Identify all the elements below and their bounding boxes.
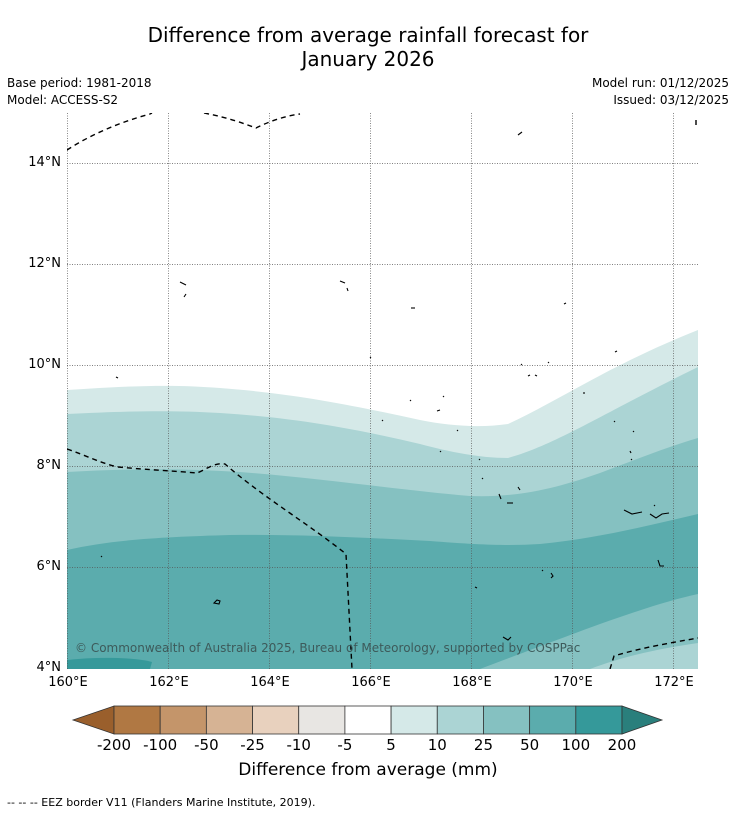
colorbar-segment — [529, 705, 577, 735]
lon-label-168e: 168°E — [452, 675, 492, 690]
colorbar-tick-label: 10 — [427, 736, 447, 754]
lon-label-160e: 160°E — [48, 675, 88, 690]
colorbar-segment — [575, 705, 623, 735]
map-title-line-2: January 2026 — [301, 47, 435, 71]
colorbar-tick-label: -200 — [96, 736, 132, 754]
colorbar-segment — [298, 705, 346, 735]
lon-label-166e: 166°E — [351, 675, 391, 690]
lat-label-10n: 10°N — [28, 357, 61, 372]
eez-legend: -- -- -- EEZ border V11 (Flanders Marine… — [7, 796, 316, 809]
lat-label-6n: 6°N — [36, 559, 62, 574]
colorbar-segment — [390, 705, 438, 735]
band-10-25-south — [590, 643, 698, 669]
lat-label-4n: 4°N — [36, 660, 62, 675]
colorbar-extend-high — [621, 705, 664, 735]
colorbar-tick-label: -50 — [194, 736, 219, 754]
issued-date: Issued: 03/12/2025 — [613, 93, 729, 107]
colorbar-segment — [483, 705, 531, 735]
colorbar-tick-label: 50 — [520, 736, 540, 754]
lat-label-12n: 12°N — [28, 256, 61, 271]
lat-label-14n: 14°N — [28, 155, 61, 170]
lon-label-164e: 164°E — [250, 675, 290, 690]
colorbar-tick-label: 5 — [386, 736, 396, 754]
colorbar-segment — [113, 705, 161, 735]
colorbar-tick-label: -10 — [286, 736, 311, 754]
colorbar-segment — [159, 705, 207, 735]
lon-label-170e: 170°E — [553, 675, 593, 690]
colorbar-extend-low — [71, 705, 115, 735]
colorbar-segment — [205, 705, 253, 735]
eez-borders — [67, 113, 698, 669]
band-100-200 — [67, 657, 152, 669]
colorbar-tick-label: 25 — [473, 736, 493, 754]
grid-lines — [67, 113, 698, 669]
map-title-line-1: Difference from average rainfall forecas… — [147, 23, 589, 47]
colorbar-tick-label: 200 — [607, 736, 637, 754]
lat-label-8n: 8°N — [36, 458, 62, 473]
lon-label-172e: 172°E — [654, 675, 694, 690]
colorbar — [71, 705, 664, 735]
colorbar-segment — [436, 705, 484, 735]
colorbar-title: Difference from average (mm) — [238, 760, 498, 780]
band-25-50-south — [480, 594, 698, 669]
colorbar-tick-label: -25 — [240, 736, 265, 754]
colorbar-segment — [344, 705, 392, 735]
lon-label-162e: 162°E — [149, 675, 189, 690]
map-area — [67, 113, 698, 669]
band-50-100 — [67, 514, 698, 669]
colorbar-tick-label: -100 — [143, 736, 178, 754]
model-run: Model run: 01/12/2025 — [591, 76, 729, 90]
model-name: Model: ACCESS-S2 — [7, 93, 119, 107]
colorbar-segment — [252, 705, 300, 735]
colorbar-tick-label: -5 — [337, 736, 353, 754]
base-period: Base period: 1981-2018 — [7, 76, 152, 90]
copyright-credit: © Commonwealth of Australia 2025, Bureau… — [75, 641, 581, 655]
colorbar-tick-label: 100 — [561, 736, 591, 754]
islands — [100, 131, 670, 641]
